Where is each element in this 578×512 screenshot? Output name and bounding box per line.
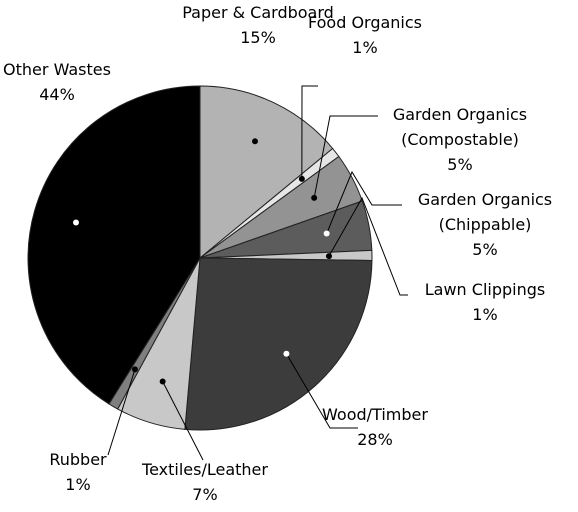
pie-slice — [27, 85, 201, 405]
label-line: (Chippable) — [439, 215, 532, 234]
value-label: 28% — [357, 430, 393, 449]
pie-slice — [184, 257, 373, 431]
leader-line — [107, 369, 136, 456]
slice-label: Other Wastes — [3, 60, 111, 79]
label-dot — [131, 366, 138, 373]
label-line: Garden Organics — [393, 105, 527, 124]
slice-label: Paper & Cardboard — [182, 3, 334, 22]
label-line: Wood/Timber — [322, 405, 428, 424]
label-line: Other Wastes — [3, 60, 111, 79]
leader-line — [328, 196, 408, 296]
label-dot — [323, 230, 330, 237]
slice-label: Garden Organics (Compostable) — [393, 105, 527, 149]
label-dot — [283, 350, 290, 357]
label-line: Paper & Cardboard — [182, 3, 334, 22]
value-label: 7% — [192, 485, 217, 504]
slice-label: Wood/Timber — [322, 405, 428, 424]
label-line: Textiles/Leather — [141, 460, 268, 479]
value-label: 15% — [240, 28, 276, 47]
label-line: Rubber — [49, 450, 107, 469]
slice-label: Textiles/Leather — [141, 460, 268, 479]
label-dot — [298, 175, 305, 182]
value-label: 5% — [472, 240, 497, 259]
slice-label: Lawn Clippings — [425, 280, 545, 299]
label-line: Garden Organics — [418, 190, 552, 209]
slice-label: Rubber — [49, 450, 107, 469]
label-dot — [311, 194, 318, 201]
value-label: 44% — [39, 85, 75, 104]
leader-line — [313, 115, 378, 199]
leader-line — [301, 85, 318, 179]
leader-line — [326, 170, 402, 234]
label-dot — [159, 378, 166, 385]
label-line: Food Organics — [308, 13, 422, 32]
label-dot — [72, 219, 79, 226]
value-label: 1% — [65, 475, 90, 494]
label-dot — [325, 253, 332, 260]
leader-line — [162, 381, 204, 461]
leader-line — [285, 353, 358, 429]
label-line: (Compostable) — [401, 130, 519, 149]
slice-label: Food Organics — [308, 13, 422, 32]
value-label: 5% — [447, 155, 472, 174]
label-dot — [251, 138, 258, 145]
value-label: 1% — [352, 38, 377, 57]
value-label: 1% — [472, 305, 497, 324]
label-line: Lawn Clippings — [425, 280, 545, 299]
slice-label: Garden Organics (Chippable) — [418, 190, 552, 234]
